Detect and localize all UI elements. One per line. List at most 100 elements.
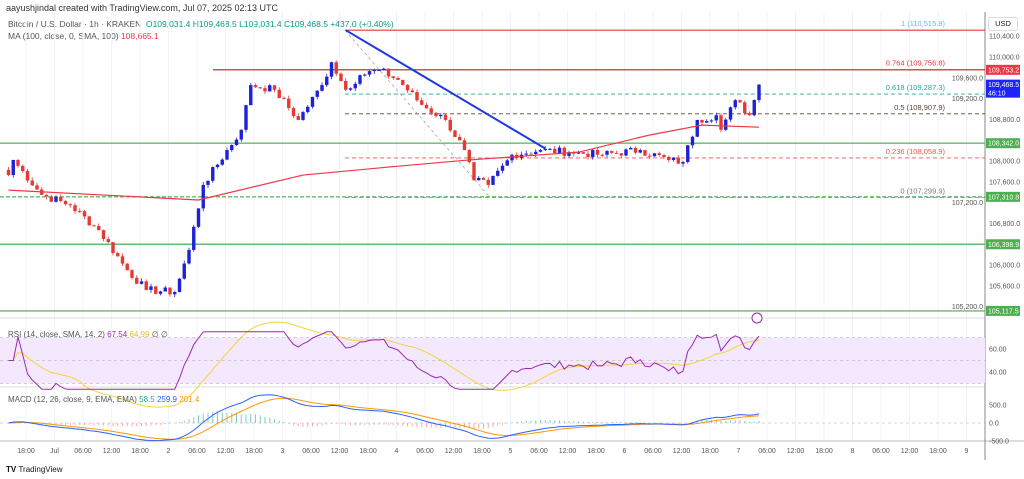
time-tick: 06:00 <box>872 448 890 455</box>
candle-down <box>415 92 419 101</box>
time-tick: 18:00 <box>701 448 719 455</box>
candle-up <box>524 153 528 155</box>
candle-up <box>377 70 381 71</box>
price-tick: 109,600.0 <box>952 75 983 82</box>
candle-up <box>215 164 220 168</box>
price-tag-label: 108,342.0 <box>988 141 1019 148</box>
time-tick: 18:00 <box>245 448 263 455</box>
price-tag <box>986 138 1020 149</box>
macd-signal-value: 201.4 <box>179 395 200 404</box>
candle-up <box>543 148 547 151</box>
currency-button[interactable]: USD <box>988 17 1018 31</box>
candle-down <box>296 116 300 120</box>
time-tick: 12:00 <box>445 448 463 455</box>
candle-down <box>49 196 53 202</box>
price-tick: 106,000.0 <box>989 263 1020 270</box>
candle-down <box>168 287 172 295</box>
candle-down <box>462 140 467 151</box>
candle-down <box>700 119 704 123</box>
candle-down <box>448 119 452 131</box>
time-tick: 06:00 <box>644 448 662 455</box>
macd-tick: 0.0 <box>989 421 999 428</box>
time-tick: 18:00 <box>815 448 833 455</box>
candle-up <box>629 147 633 150</box>
fib-level-label: 0.618 (109,287.3) <box>886 83 946 92</box>
candle-up <box>348 88 353 90</box>
symbol-name: Bitcoin / U.S. Dollar · 1h · KRAKEN <box>8 19 142 29</box>
time-tick: 4 <box>395 448 399 455</box>
candle-down <box>486 179 490 185</box>
candle-down <box>59 196 63 201</box>
candle-up <box>500 165 505 171</box>
candle-down <box>92 225 96 227</box>
candle-down <box>277 89 281 98</box>
time-tick: 12:00 <box>787 448 805 455</box>
candle-up <box>591 149 595 158</box>
candle-down <box>282 97 286 99</box>
candle-up <box>306 106 310 113</box>
candle-down <box>614 152 619 154</box>
candle-up <box>605 151 609 155</box>
candle-down <box>253 85 258 88</box>
price-tick: 106,800.0 <box>989 221 1020 228</box>
candle-down <box>135 277 139 284</box>
candle-up <box>439 114 443 117</box>
macd-tick: 500.0 <box>989 403 1007 410</box>
candle-down <box>44 194 49 197</box>
candle-down <box>676 157 680 164</box>
candle-up <box>534 151 538 155</box>
candle-down <box>35 185 39 190</box>
candle-down <box>344 80 348 90</box>
candle-down <box>600 154 604 156</box>
candle-down <box>291 108 296 117</box>
candle-down <box>633 147 638 153</box>
price-tag <box>986 64 1020 75</box>
rsi-tick: 40.00 <box>989 370 1007 377</box>
candle-up <box>752 99 756 116</box>
candle-down <box>581 152 585 154</box>
candle-up <box>567 152 571 156</box>
fib-level-label: 0.236 (108,058.9) <box>886 147 946 156</box>
candle-up <box>158 291 163 294</box>
low-value: L109,031.4 <box>239 19 282 29</box>
tradingview-logo[interactable]: TV TradingView <box>6 465 63 474</box>
macd-value: 259.9 <box>156 395 178 404</box>
candle-down <box>68 204 72 206</box>
candle-down <box>144 281 148 290</box>
candle-down <box>25 171 30 181</box>
candle-up <box>187 249 191 264</box>
candle-up <box>54 196 58 202</box>
candle-down <box>405 84 410 91</box>
rsi-value: 67.54 <box>107 330 128 339</box>
fib-level-label: 0 (107,299.9) <box>900 186 945 195</box>
candle-down <box>6 169 11 176</box>
macd-legend[interactable]: MACD (12, 26, close, 9, EMA, EMA) 58.5 2… <box>8 395 199 404</box>
time-tick: 2 <box>167 448 171 455</box>
price-tick: 108,000.0 <box>989 159 1020 166</box>
ma-line <box>8 124 760 201</box>
candle-down <box>429 108 433 113</box>
candle-down <box>586 153 590 158</box>
price-tick: 107,600.0 <box>989 179 1020 186</box>
candle-up <box>638 150 642 153</box>
price-tick: 105,600.0 <box>989 283 1020 290</box>
candle-up <box>652 153 657 157</box>
candle-down <box>386 68 391 77</box>
tradingview-name: TradingView <box>18 465 63 474</box>
time-tick: 9 <box>965 448 969 455</box>
candle-down <box>481 177 486 180</box>
price-tick: 105,200.0 <box>952 304 983 311</box>
candle-up <box>491 175 495 185</box>
candle-down <box>738 100 742 103</box>
candle-down <box>443 114 448 120</box>
candle-up <box>695 119 699 137</box>
tradingview-mark-icon: TV <box>6 465 17 474</box>
price-tag <box>986 239 1020 250</box>
macd-tick: -500.0 <box>989 439 1009 446</box>
rsi-legend[interactable]: RSI (14, close, SMA, 14, 2) 67.54 64.99 … <box>8 330 168 339</box>
candle-up <box>329 62 334 77</box>
price-tag-label: 109,753.2 <box>988 67 1019 74</box>
price-tag <box>986 79 1020 98</box>
candle-down <box>87 216 91 226</box>
